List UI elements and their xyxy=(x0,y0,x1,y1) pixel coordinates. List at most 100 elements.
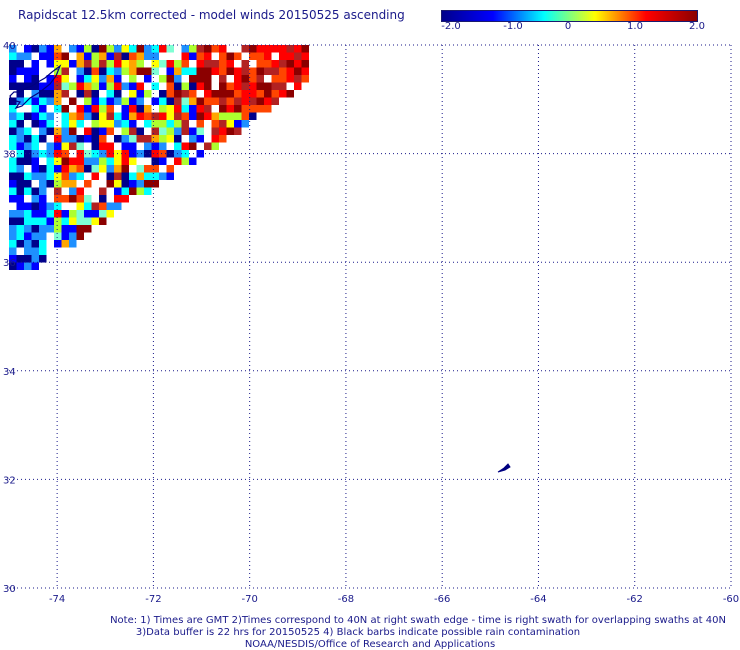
swath-cell xyxy=(84,97,92,105)
swath-cell xyxy=(151,180,159,188)
footer-note-1: Note: 1) Times are GMT 2)Times correspon… xyxy=(110,615,726,626)
swath-cell xyxy=(256,60,264,68)
swath-cell xyxy=(9,255,17,263)
swath-cell xyxy=(121,82,129,90)
swath-cell xyxy=(159,157,167,165)
swath-cell xyxy=(9,142,17,150)
swath-cell xyxy=(226,60,234,68)
swath-cell xyxy=(69,135,77,143)
swath-cell xyxy=(114,45,122,53)
swath-cell xyxy=(9,172,17,180)
swath-cell xyxy=(76,210,84,218)
swath-cell xyxy=(99,210,107,218)
swath-cell xyxy=(129,150,137,158)
swath-cell xyxy=(24,75,32,83)
swath-cell xyxy=(136,180,144,188)
swath-cell xyxy=(61,232,69,240)
swath-cell xyxy=(271,45,279,53)
swath-cell xyxy=(204,142,212,150)
swath-cell xyxy=(159,150,167,158)
swath-cell xyxy=(31,75,39,83)
swath-cell xyxy=(114,202,122,210)
swath-cell xyxy=(54,105,62,113)
swath-cell xyxy=(114,135,122,143)
swath-cell xyxy=(99,202,107,210)
swath-cell xyxy=(99,112,107,120)
swath-cell xyxy=(181,90,189,98)
swath-cell xyxy=(129,105,137,113)
swath-cell xyxy=(189,75,197,83)
swath-cell xyxy=(144,52,152,60)
swath-cell xyxy=(226,82,234,90)
swath-cell xyxy=(84,127,92,135)
swath-cell xyxy=(69,112,77,120)
swath-cell xyxy=(264,105,272,113)
swath-cell xyxy=(286,45,294,53)
swath-cell xyxy=(76,150,84,158)
footer-note-2: 3)Data buffer is 22 hrs for 20150525 4) … xyxy=(135,627,581,638)
swath-cell xyxy=(16,52,24,60)
swath-cell xyxy=(121,180,129,188)
swath-cell xyxy=(84,157,92,165)
swath-cell xyxy=(219,105,227,113)
swath-cell xyxy=(136,172,144,180)
swath-cell xyxy=(166,120,174,128)
swath-cell xyxy=(54,82,62,90)
swath-cell xyxy=(54,232,62,240)
island-outline xyxy=(497,463,511,473)
swath-cell xyxy=(241,112,249,120)
swath-cell xyxy=(301,45,309,53)
swath-cell xyxy=(144,120,152,128)
swath-cell xyxy=(46,150,54,158)
swath-cell xyxy=(61,135,69,143)
swath-cell xyxy=(76,135,84,143)
swath-cell xyxy=(114,165,122,173)
swath-cell xyxy=(76,105,84,113)
swath-cell xyxy=(61,60,69,68)
swath-cell xyxy=(174,82,182,90)
swath-cell xyxy=(24,157,32,165)
swath-cell xyxy=(189,52,197,60)
swath-cell xyxy=(204,67,212,75)
colorbar-tick-label: 2.0 xyxy=(689,21,705,32)
swath-cell xyxy=(99,135,107,143)
swath-cell xyxy=(256,52,264,60)
swath-cell xyxy=(241,75,249,83)
swath-cell xyxy=(226,120,234,128)
swath-cell xyxy=(264,82,272,90)
swath-cell xyxy=(91,165,99,173)
swath-cell xyxy=(9,135,17,143)
swath-cell xyxy=(114,180,122,188)
swath-cell xyxy=(46,202,54,210)
swath-cell xyxy=(99,45,107,53)
swath-cell xyxy=(24,45,32,53)
swath-cell xyxy=(264,90,272,98)
swath-cell xyxy=(61,165,69,173)
swath-cell xyxy=(91,90,99,98)
swath-cell xyxy=(54,127,62,135)
swath-cell xyxy=(129,52,137,60)
swath-cell xyxy=(106,157,114,165)
swath-cell xyxy=(31,165,39,173)
swath-cell xyxy=(241,82,249,90)
swath-cell xyxy=(121,172,129,180)
swath-cell xyxy=(9,180,17,188)
swath-cell xyxy=(46,217,54,225)
swath-cell xyxy=(249,75,257,83)
swath-cell xyxy=(46,165,54,173)
swath-cell xyxy=(39,232,47,240)
swath-cell xyxy=(31,150,39,158)
swath-cell xyxy=(31,157,39,165)
swath-cell xyxy=(211,142,219,150)
swath-cell xyxy=(9,247,17,255)
swath-cell xyxy=(84,90,92,98)
swath-cell xyxy=(31,90,39,98)
swath-cell xyxy=(106,112,114,120)
swath-cell xyxy=(151,82,159,90)
swath-cell xyxy=(166,172,174,180)
swath-cell xyxy=(61,120,69,128)
swath-cell xyxy=(84,60,92,68)
swath-cell xyxy=(39,210,47,218)
swath-cell xyxy=(114,60,122,68)
swath-cell xyxy=(211,67,219,75)
